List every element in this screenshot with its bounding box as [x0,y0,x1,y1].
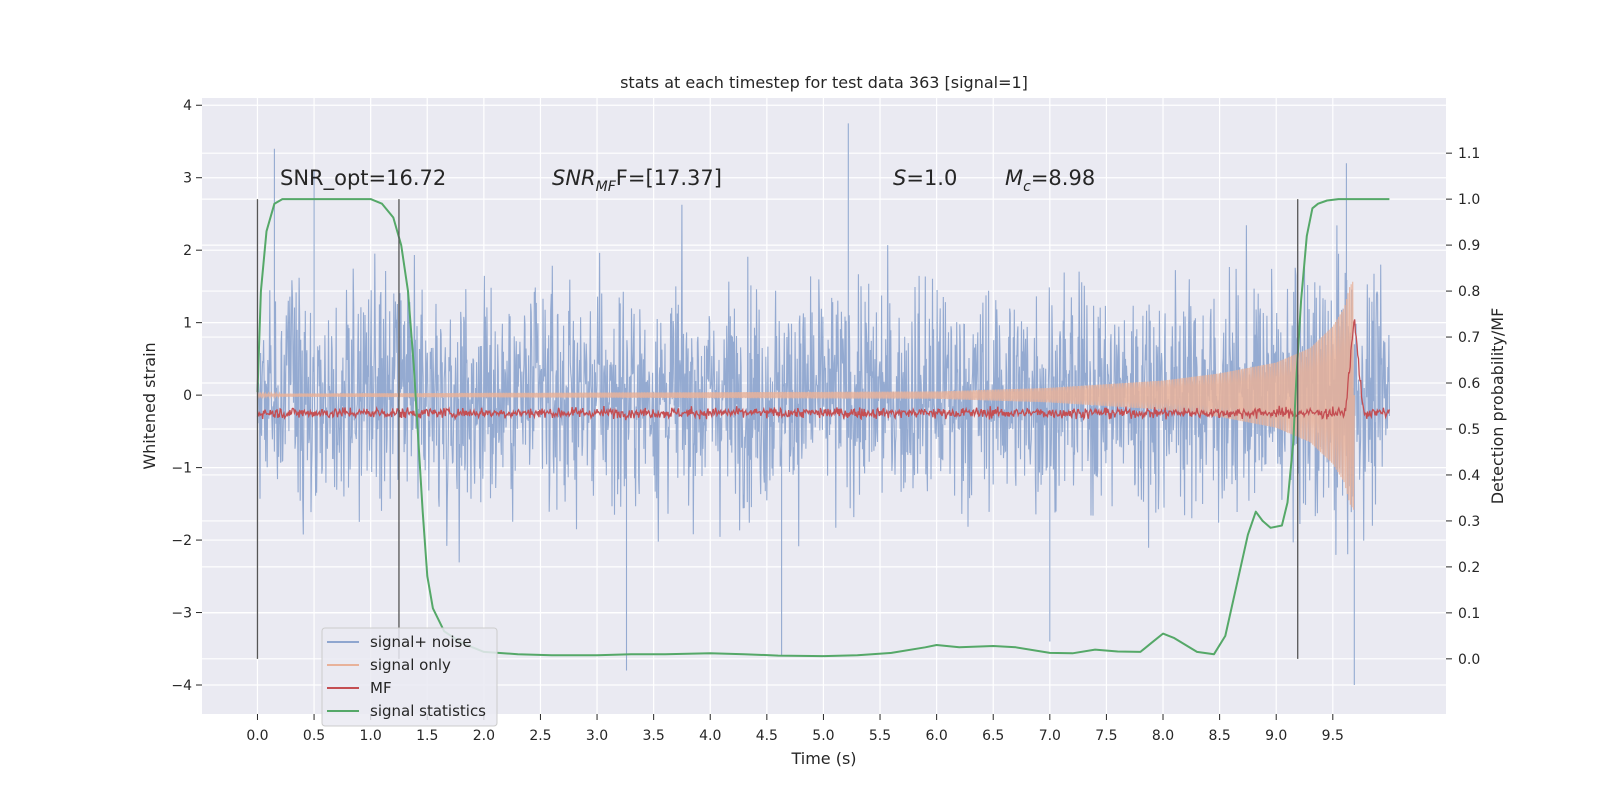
x-tick-label: 6.5 [982,728,1004,744]
mf-line [256,319,1391,422]
y2-tick-label: 0.1 [1458,606,1480,622]
x-tick-label: 2.5 [529,728,551,744]
legend: signal+ noise signal only MF signal stat… [321,627,498,727]
x-tick-label: 4.0 [699,728,721,744]
y-tick-label: −1 [171,461,192,477]
x-tick-label: 8.5 [1208,728,1230,744]
annotation-mc: Mc=8.98 [1005,166,1095,195]
x-tick-label: 7.5 [1095,728,1117,744]
chart-title: stats at each timestep for test data 363… [620,73,1028,92]
legend-label-mf: MF [370,679,392,697]
legend-label-signal-only: signal only [370,656,451,674]
x-tick-label: 2.0 [473,728,495,744]
annotation-snr-mf: SNRMFF=[17.37] [552,166,722,195]
y2-tick-label: 0.2 [1458,560,1480,576]
x-tick-label: 3.5 [643,728,665,744]
x-tick-label: 0.5 [303,728,325,744]
y-tick-label: 3 [183,171,192,187]
x-axis-label: Time (s) [790,749,856,768]
legend-label-signal-noise: signal+ noise [370,633,472,651]
y-tick-label: 4 [183,98,192,114]
y-tick-label: −4 [171,678,192,694]
y2-tick-label: 0.6 [1458,376,1480,392]
x-tick-label: 1.5 [416,728,438,744]
y-tick-label: −3 [171,606,192,622]
y2-tick-label: 1.1 [1458,146,1480,162]
y2-tick-label: 0.9 [1458,238,1480,254]
x-tick-label: 7.0 [1039,728,1061,744]
y2-tick-label: 0.0 [1458,652,1480,668]
annotation-snr-opt: SNR_opt=16.72 [280,166,446,191]
y-tick-label: 1 [183,316,192,332]
y2-tick-label: 0.5 [1458,422,1480,438]
y-tick-label: 2 [183,243,192,259]
annotation-s: S=1.0 [893,166,957,190]
x-tick-label: 6.0 [925,728,947,744]
grid [202,98,1446,714]
x-tick-label: 4.5 [756,728,778,744]
y2-axis-label: Detection probability/MF [1488,308,1507,505]
y-axis-label: Whitened strain [140,342,159,469]
plot-series [256,123,1391,685]
axes: 0.0 0.5 1.0 1.5 2.0 2.5 3.0 3.5 4.0 4.5 5.0 5.5 6.0 6… [171,98,1480,744]
signal-only-line [256,281,1355,510]
x-tick-label: 3.0 [586,728,608,744]
y2-tick-label: 1.0 [1458,192,1480,208]
y2-tick-label: 0.4 [1458,468,1480,484]
legend-label-signal-statistics: signal statistics [370,702,486,720]
legend-box [321,627,498,727]
y2-tick-label: 0.7 [1458,330,1480,346]
y-tick-label: −2 [171,533,192,549]
x-tick-label: 1.0 [360,728,382,744]
signal-noise-line [256,123,1390,685]
x-tick-label: 9.0 [1265,728,1287,744]
y-tick-label: 0 [183,388,192,404]
y2-tick-label: 0.3 [1458,514,1480,530]
x-tick-label: 5.5 [869,728,891,744]
y2-tick-label: 0.8 [1458,284,1480,300]
x-tick-label: 0.0 [246,728,268,744]
x-tick-label: 5.0 [812,728,834,744]
x-tick-label: 8.0 [1152,728,1174,744]
x-tick-label: 9.5 [1322,728,1344,744]
